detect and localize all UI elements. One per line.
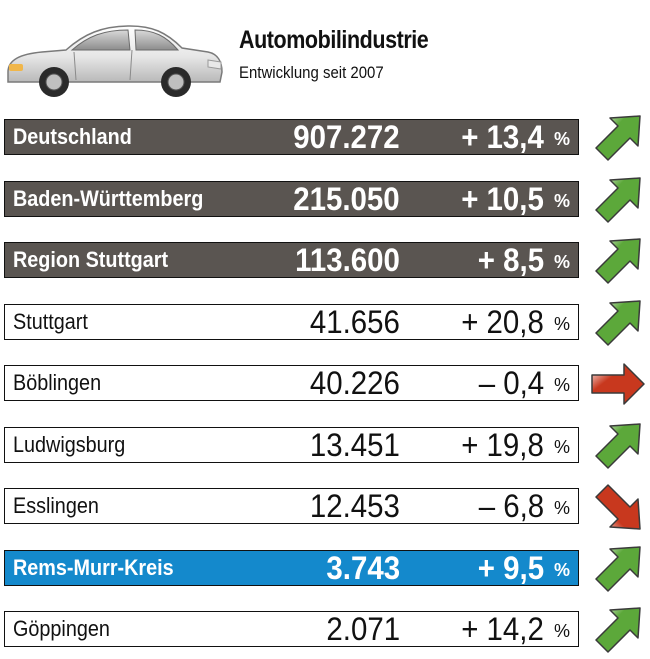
table-row: Göppingen 2.071 + 14,2% — [4, 611, 579, 647]
arrow-up-icon — [595, 546, 641, 592]
region-value: 40.226 — [309, 365, 400, 401]
change-value: + 20,8 — [461, 304, 544, 340]
table-row: Stuttgart 41.656 + 20,8% — [4, 304, 579, 340]
change-value: + 8,5 — [477, 242, 544, 278]
change-value: + 9,5 — [477, 550, 544, 586]
region-value: 2.071 — [326, 611, 400, 647]
percent-unit: % — [553, 560, 570, 580]
table-row: Region Stuttgart 113.600 + 8,5% — [4, 242, 579, 278]
percent-unit: % — [553, 252, 570, 272]
header: Automobilindustrie Entwicklung seit 2007 — [0, 0, 650, 110]
arrow-up-icon — [595, 238, 641, 284]
arrow-up-icon — [595, 177, 641, 223]
arrow-up-icon — [595, 115, 641, 161]
percent-unit: % — [553, 375, 570, 395]
percent-unit: % — [553, 498, 570, 518]
change-value: + 19,8 — [461, 427, 544, 463]
region-name: Böblingen — [13, 370, 102, 395]
car-icon — [7, 25, 223, 97]
region-name: Rems-Murr-Kreis — [13, 555, 174, 580]
region-value: 41.656 — [309, 304, 400, 340]
arrow-down-icon — [595, 484, 641, 530]
percent-unit: % — [553, 621, 570, 641]
arrow-up-icon — [595, 300, 641, 346]
table-row: Baden-Württemberg 215.050 + 10,5% — [4, 181, 579, 217]
region-name: Stuttgart — [13, 309, 88, 334]
region-value: 12.453 — [309, 488, 400, 524]
table-row: Ludwigsburg 13.451 + 19,8% — [4, 427, 579, 463]
table-row: Esslingen 12.453 – 6,8% — [4, 488, 579, 524]
table-row: Rems-Murr-Kreis 3.743 + 9,5% — [4, 550, 579, 586]
region-name: Ludwigsburg — [13, 432, 126, 457]
change-value: – 6,8 — [478, 488, 544, 524]
percent-unit: % — [553, 191, 570, 211]
region-name: Region Stuttgart — [13, 247, 169, 272]
table-row: Böblingen 40.226 – 0,4% — [4, 365, 579, 401]
arrow-up-icon — [595, 423, 641, 469]
region-name: Baden-Württemberg — [13, 186, 204, 211]
percent-unit: % — [553, 314, 570, 334]
region-name: Esslingen — [13, 493, 99, 518]
change-value: + 14,2 — [461, 611, 544, 647]
arrow-up-icon — [595, 607, 641, 653]
region-value: 907.272 — [293, 119, 400, 155]
change-value: – 0,4 — [478, 365, 544, 401]
region-value: 113.600 — [295, 242, 400, 278]
region-value: 215.050 — [293, 181, 400, 217]
chart-title: Automobilindustrie — [239, 26, 429, 54]
arrow-right-icon — [591, 363, 645, 405]
region-value: 3.743 — [326, 550, 400, 586]
change-value: + 10,5 — [461, 181, 544, 217]
region-name: Göppingen — [13, 616, 110, 641]
region-name: Deutschland — [13, 124, 132, 149]
change-value: + 13,4 — [461, 119, 544, 155]
percent-unit: % — [553, 129, 570, 149]
percent-unit: % — [553, 437, 570, 457]
chart-subtitle: Entwicklung seit 2007 — [239, 63, 384, 82]
region-value: 13.451 — [309, 427, 400, 463]
table-row: Deutschland 907.272 + 13,4% — [4, 119, 579, 155]
